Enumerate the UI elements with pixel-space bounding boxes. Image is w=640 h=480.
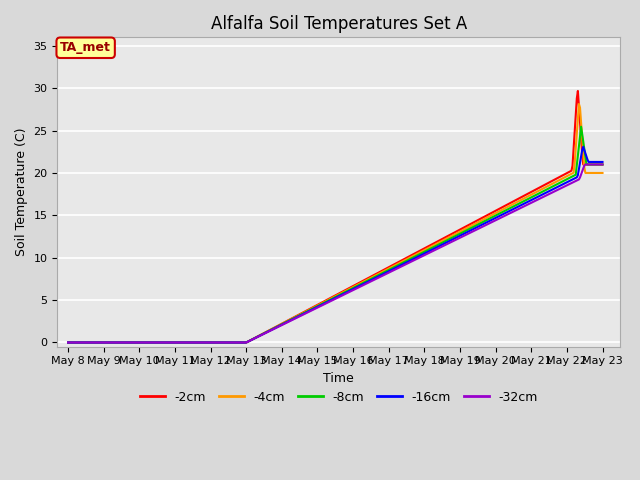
-8cm bbox=[353, 283, 361, 289]
-2cm bbox=[64, 340, 72, 346]
-16cm bbox=[579, 144, 587, 150]
-16cm bbox=[64, 340, 72, 346]
Line: -8cm: -8cm bbox=[68, 127, 602, 343]
-2cm bbox=[502, 203, 510, 208]
-16cm bbox=[382, 270, 390, 276]
-8cm bbox=[321, 300, 329, 305]
-4cm bbox=[353, 282, 361, 288]
Text: TA_met: TA_met bbox=[60, 41, 111, 54]
-32cm bbox=[587, 162, 595, 168]
-2cm bbox=[598, 162, 606, 168]
-16cm bbox=[318, 302, 326, 308]
Legend: -2cm, -4cm, -8cm, -16cm, -32cm: -2cm, -4cm, -8cm, -16cm, -32cm bbox=[134, 385, 543, 408]
-32cm bbox=[318, 302, 326, 308]
Y-axis label: Soil Temperature (C): Soil Temperature (C) bbox=[15, 128, 28, 256]
-4cm bbox=[382, 267, 390, 273]
-4cm bbox=[598, 170, 606, 176]
-16cm bbox=[502, 210, 510, 216]
-4cm bbox=[318, 300, 326, 306]
-4cm bbox=[321, 299, 329, 304]
-32cm bbox=[598, 162, 606, 168]
-8cm bbox=[382, 268, 390, 274]
-32cm bbox=[382, 271, 390, 277]
-32cm bbox=[64, 340, 72, 346]
-8cm bbox=[587, 162, 595, 168]
-32cm bbox=[502, 212, 510, 218]
-2cm bbox=[353, 281, 361, 287]
-8cm bbox=[598, 162, 606, 168]
-8cm bbox=[502, 207, 510, 213]
-16cm bbox=[598, 159, 606, 165]
Line: -4cm: -4cm bbox=[68, 104, 602, 343]
-8cm bbox=[577, 124, 585, 130]
Line: -2cm: -2cm bbox=[68, 91, 602, 343]
-8cm bbox=[318, 301, 326, 307]
-2cm bbox=[587, 162, 595, 168]
-4cm bbox=[502, 205, 510, 211]
-4cm bbox=[587, 170, 595, 176]
-2cm bbox=[574, 88, 582, 94]
-4cm bbox=[64, 340, 72, 346]
Line: -32cm: -32cm bbox=[68, 165, 602, 343]
-2cm bbox=[318, 300, 326, 305]
Title: Alfalfa Soil Temperatures Set A: Alfalfa Soil Temperatures Set A bbox=[211, 15, 467, 33]
-32cm bbox=[353, 285, 361, 291]
-2cm bbox=[382, 266, 390, 272]
-16cm bbox=[321, 300, 329, 306]
-32cm bbox=[321, 301, 329, 307]
-8cm bbox=[64, 340, 72, 346]
-16cm bbox=[353, 284, 361, 290]
-32cm bbox=[582, 162, 589, 168]
-4cm bbox=[575, 101, 583, 107]
X-axis label: Time: Time bbox=[323, 372, 354, 385]
Line: -16cm: -16cm bbox=[68, 147, 602, 343]
-16cm bbox=[587, 159, 595, 165]
-2cm bbox=[321, 298, 329, 304]
